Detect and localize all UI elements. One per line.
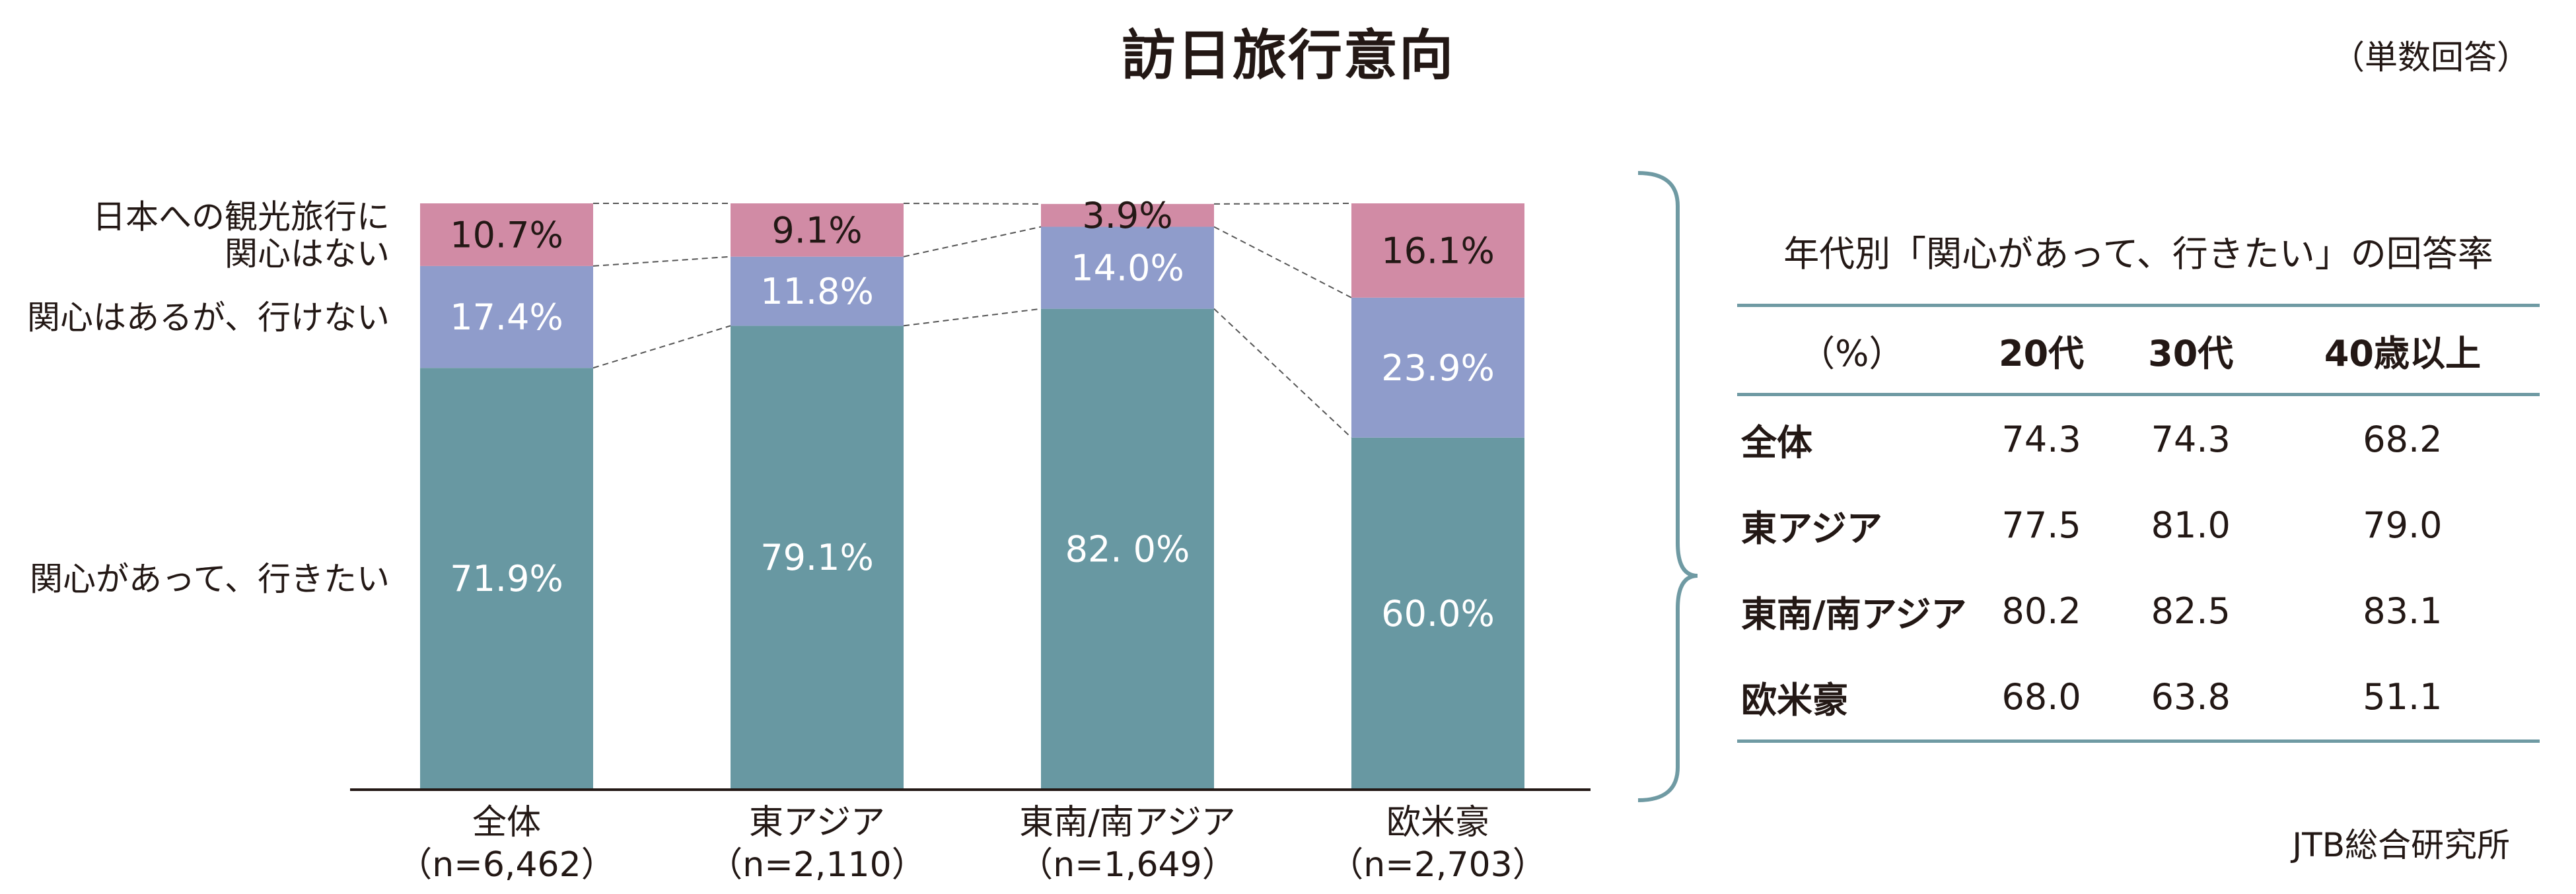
- source-credit: JTB総合研究所: [2292, 826, 2510, 864]
- answer-type-note: （単数回答）: [2332, 38, 2530, 77]
- unit-header: （%）: [1737, 305, 1967, 396]
- category-label: 東アジア: [749, 803, 885, 842]
- table-cell: 82.5: [2151, 590, 2231, 632]
- row-label: 欧米豪: [1741, 679, 1848, 721]
- table-cell: 74.3: [2001, 418, 2081, 460]
- connector-line: [903, 308, 1042, 327]
- bar-segment: [1351, 203, 1524, 298]
- sample-size-label: （n=2,110）: [708, 845, 925, 885]
- age-table-title: 年代別「関心があって、行きたい」の回答率: [1783, 233, 2493, 275]
- category-label: 東南/南アジア: [1019, 803, 1235, 842]
- bar-segment: [1351, 437, 1524, 789]
- connector-line: [1213, 308, 1352, 438]
- table-row: 全体 74.3 74.3 68.2: [1737, 395, 2540, 483]
- bar-segment: [1041, 308, 1214, 789]
- sample-size-label: （n=2,703）: [1329, 845, 1546, 885]
- bar-segment: [731, 203, 904, 257]
- table-cell: 83.1: [2363, 590, 2443, 632]
- data-label: 71.9%: [450, 558, 563, 600]
- data-label: 23.9%: [1381, 347, 1495, 389]
- bar-segment: [1041, 203, 1214, 227]
- bar-segment: [420, 203, 593, 266]
- table-cell: 68.0: [2001, 675, 2081, 718]
- table-row: 欧米豪 68.0 63.8 51.1: [1737, 654, 2540, 741]
- data-label: 9.1%: [771, 209, 862, 251]
- connector-line: [903, 203, 1042, 205]
- table-header-row: （%） 20代 30代 40歳以上: [1737, 305, 2540, 396]
- table-cell: 68.2: [2363, 418, 2443, 460]
- data-label: 14.0%: [1071, 248, 1184, 289]
- connector-line: [1213, 203, 1352, 205]
- age-table: （%） 20代 30代 40歳以上 全体 74.3 74.3 68.2 東アジア…: [1737, 304, 2540, 743]
- category-label: 欧米豪: [1386, 803, 1489, 842]
- data-label: 10.7%: [450, 214, 563, 256]
- connector-line: [903, 226, 1042, 258]
- connector-line: [592, 325, 731, 369]
- table-row: 東アジア 77.5 81.0 79.0: [1737, 482, 2540, 568]
- table-cell: 81.0: [2151, 504, 2231, 546]
- series-label: 関心はない: [225, 234, 390, 273]
- table-cell: 80.2: [2001, 590, 2081, 632]
- bar-segment: [731, 256, 904, 326]
- bar-segment: [420, 265, 593, 368]
- bar-segment: [420, 368, 593, 789]
- table-cell: 74.3: [2151, 418, 2231, 460]
- data-label: 17.4%: [450, 296, 563, 338]
- data-label: 16.1%: [1381, 230, 1495, 271]
- sample-size-label: （n=6,462）: [398, 845, 615, 885]
- data-label: 79.1%: [760, 537, 874, 578]
- series-label: 日本への観光旅行に: [92, 197, 390, 236]
- table-cell: 63.8: [2151, 675, 2231, 718]
- table-cell: 79.0: [2363, 504, 2443, 546]
- series-label: 関心があって、行きたい: [30, 560, 390, 598]
- bar-segment: [1041, 226, 1214, 309]
- age-table-panel: 年代別「関心があって、行きたい」の回答率 （%） 20代 30代 40歳以上 全…: [1737, 224, 2540, 743]
- column-header: 30代: [2116, 305, 2266, 396]
- bar-segment: [1351, 297, 1524, 438]
- data-label: 60.0%: [1381, 593, 1495, 635]
- sample-size-label: （n=1,649）: [1019, 845, 1236, 885]
- chart-title: 訪日旅行意向: [1121, 24, 1454, 87]
- data-label: 11.8%: [760, 271, 874, 312]
- connector-line: [592, 256, 731, 267]
- table-row: 東南/南アジア 80.2 82.5 83.1: [1737, 568, 2540, 654]
- column-header: 40歳以上: [2265, 305, 2540, 396]
- category-label: 全体: [472, 803, 541, 842]
- row-label: 東アジア: [1741, 507, 1882, 549]
- data-label: 82. 0%: [1065, 528, 1190, 570]
- row-label: 全体: [1741, 421, 1812, 464]
- column-header: 20代: [1966, 305, 2116, 396]
- series-label: 関心はあるが、行けない: [27, 298, 390, 337]
- bar-segment: [731, 326, 904, 789]
- row-label: 東南/南アジア: [1741, 593, 1967, 635]
- connector-line: [1213, 226, 1352, 298]
- table-cell: 51.1: [2363, 675, 2443, 718]
- data-label: 3.9%: [1082, 195, 1172, 236]
- table-cell: 77.5: [2001, 504, 2081, 546]
